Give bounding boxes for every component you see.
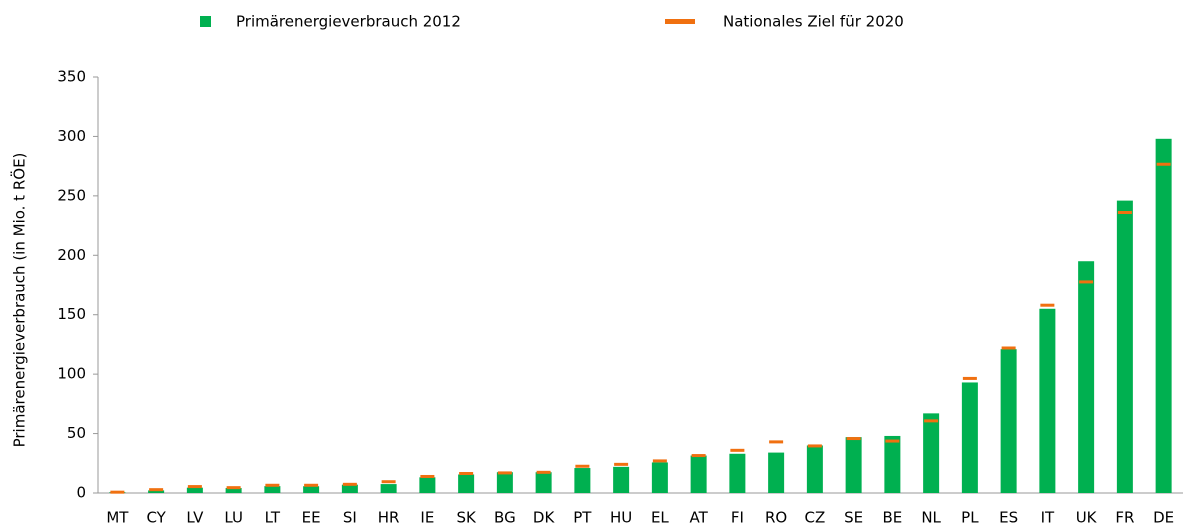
bar xyxy=(690,455,707,493)
target-marker xyxy=(652,459,667,463)
bar xyxy=(923,413,940,493)
bar xyxy=(613,466,630,493)
y-tick-label: 50 xyxy=(67,424,86,442)
bar xyxy=(303,486,320,493)
target-marker xyxy=(1079,280,1094,284)
bar xyxy=(458,474,475,493)
x-tick-label: LU xyxy=(224,509,243,527)
y-tick-label: 100 xyxy=(57,365,86,383)
legend-swatch xyxy=(665,19,695,24)
target-marker xyxy=(381,480,396,484)
x-tick-label: SE xyxy=(844,509,863,527)
x-tick-label: LV xyxy=(186,509,204,527)
x-tick-label: EE xyxy=(302,509,321,527)
target-marker xyxy=(342,482,357,486)
bar xyxy=(845,437,862,493)
x-tick-label: HU xyxy=(610,509,632,527)
x-tick-label: LT xyxy=(265,509,281,527)
target-marker xyxy=(459,472,474,476)
y-tick-label: 200 xyxy=(57,246,86,264)
target-marker xyxy=(110,490,125,494)
x-tick-label: ES xyxy=(999,509,1018,527)
target-marker xyxy=(769,440,784,444)
y-tick-label: 250 xyxy=(57,186,86,204)
x-tick-label: RO xyxy=(765,509,787,527)
target-marker xyxy=(924,419,939,423)
bar xyxy=(1039,308,1056,493)
legend-label: Primärenergieverbrauch 2012 xyxy=(236,13,461,31)
target-marker xyxy=(149,488,164,492)
bar xyxy=(651,462,668,493)
target-marker xyxy=(226,486,241,490)
bar xyxy=(884,435,901,493)
bar xyxy=(380,484,397,493)
y-axis-label: Primärenergieverbrauch (in Mio. t RÖE) xyxy=(10,153,29,448)
target-marker xyxy=(304,483,319,487)
target-marker xyxy=(730,448,745,452)
bar xyxy=(419,477,436,493)
bar xyxy=(264,486,281,493)
x-tick-label: PL xyxy=(961,509,979,527)
target-marker xyxy=(846,437,861,441)
x-tick-label: FR xyxy=(1115,509,1134,527)
bar xyxy=(186,487,203,493)
x-tick-label: IE xyxy=(420,509,434,527)
bar xyxy=(806,445,823,493)
y-tick-label: 350 xyxy=(57,68,86,86)
bar xyxy=(1155,138,1172,493)
target-marker xyxy=(614,462,629,466)
target-marker xyxy=(691,454,706,458)
x-tick-label: SK xyxy=(456,509,477,527)
bar xyxy=(574,468,591,493)
x-tick-label: NL xyxy=(921,509,941,527)
y-tick-label: 0 xyxy=(76,484,86,502)
x-tick-label: DK xyxy=(533,509,556,527)
bar xyxy=(535,472,552,493)
y-tick-label: 150 xyxy=(57,305,86,323)
target-marker xyxy=(265,483,280,487)
x-tick-label: AT xyxy=(689,509,708,527)
bar xyxy=(1000,349,1017,493)
bar xyxy=(961,382,978,493)
x-tick-label: SI xyxy=(343,509,357,527)
target-marker xyxy=(1001,346,1016,350)
x-tick-label: MT xyxy=(106,509,129,527)
target-marker xyxy=(962,376,977,380)
x-tick-label: IT xyxy=(1041,509,1055,527)
x-tick-label: PT xyxy=(573,509,592,527)
target-marker xyxy=(536,470,551,474)
target-marker xyxy=(1117,210,1132,214)
x-tick-label: CZ xyxy=(805,509,826,527)
target-marker xyxy=(807,444,822,448)
target-marker xyxy=(885,439,900,443)
target-marker xyxy=(420,474,435,478)
x-tick-label: BG xyxy=(494,509,516,527)
x-tick-label: DE xyxy=(1153,509,1174,527)
target-marker xyxy=(1156,162,1171,166)
x-tick-label: HR xyxy=(378,509,400,527)
x-tick-label: EL xyxy=(651,509,669,527)
x-tick-label: FI xyxy=(731,509,744,527)
target-marker xyxy=(1040,303,1055,307)
bar xyxy=(225,488,242,493)
bar xyxy=(496,472,513,493)
bar xyxy=(768,452,785,493)
bar xyxy=(1078,261,1095,493)
bar xyxy=(148,490,165,493)
legend-label: Nationales Ziel für 2020 xyxy=(723,13,904,31)
legend-swatch xyxy=(200,16,211,27)
x-tick-label: UK xyxy=(1076,509,1098,527)
x-tick-label: BE xyxy=(882,509,902,527)
y-tick-label: 300 xyxy=(57,127,86,145)
x-tick-label: CY xyxy=(146,509,166,527)
bar xyxy=(1116,200,1133,493)
target-marker xyxy=(497,471,512,475)
bar xyxy=(729,453,746,493)
bar xyxy=(341,484,358,493)
target-marker xyxy=(187,485,202,489)
target-marker xyxy=(575,464,590,468)
